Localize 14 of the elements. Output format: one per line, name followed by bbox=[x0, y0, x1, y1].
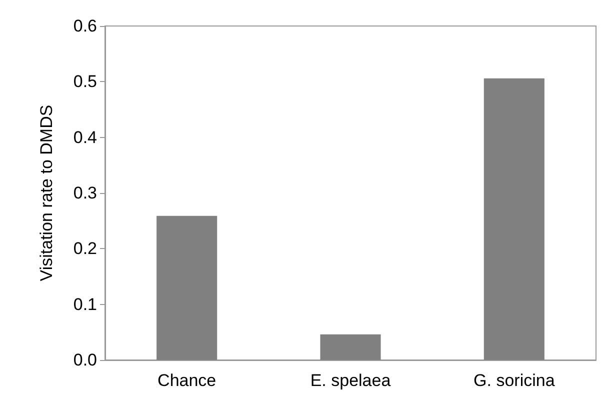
x-tick-label: G. soricina bbox=[474, 371, 556, 390]
y-tick-label: 0.1 bbox=[73, 294, 97, 314]
y-tick-label: 0.0 bbox=[73, 350, 97, 370]
y-tick-label: 0.3 bbox=[73, 184, 97, 202]
bar bbox=[320, 334, 381, 360]
y-tick-label: 0.5 bbox=[73, 72, 97, 92]
y-tick-label: 0.2 bbox=[73, 239, 97, 258]
bar bbox=[156, 216, 218, 360]
x-tick-label: E. spelaea bbox=[310, 371, 392, 390]
y-axis-title: Visitation rate to DMDS bbox=[37, 104, 56, 282]
x-tick-label: Chance bbox=[158, 371, 216, 390]
bar bbox=[484, 78, 544, 360]
y-tick-label: 0.6 bbox=[73, 16, 97, 36]
y-tick-label: 0.4 bbox=[73, 128, 97, 147]
